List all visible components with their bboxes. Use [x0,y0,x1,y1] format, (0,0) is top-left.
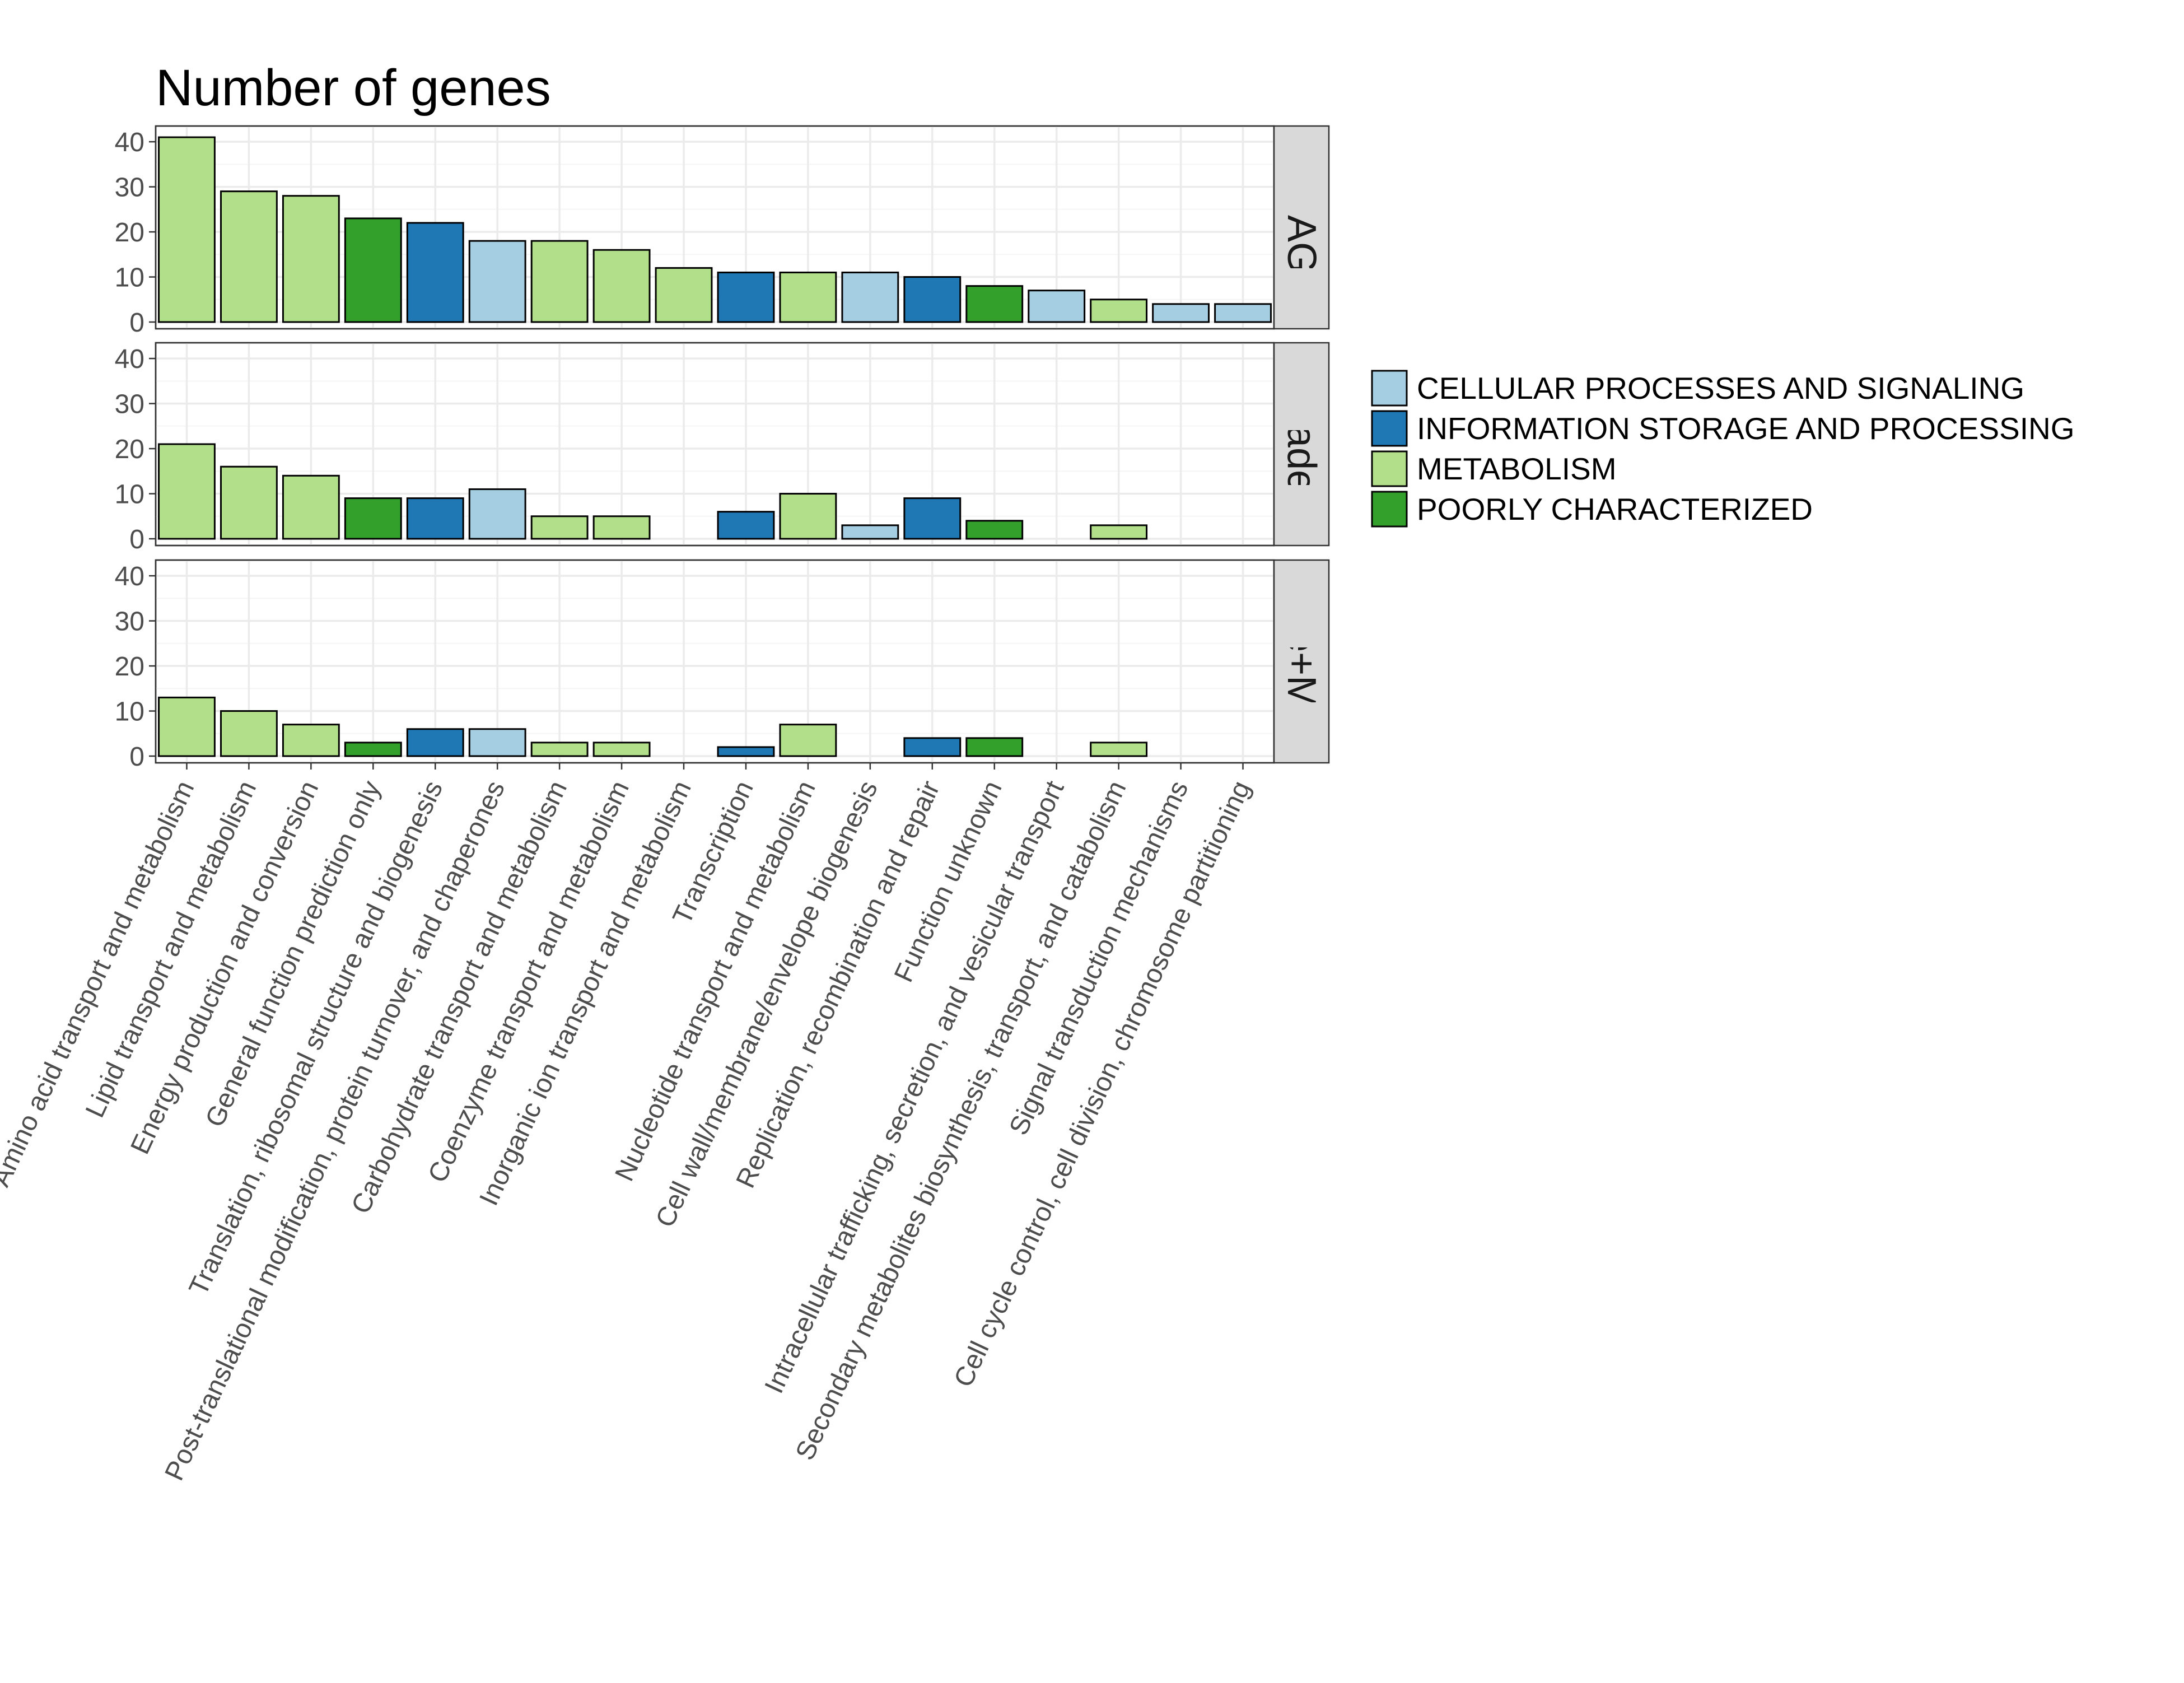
bar-clade+MAG-12 [903,737,962,757]
facet-panel-0: 0 10 20 30 40 MAG [115,125,1330,338]
bar-clade-0 [158,443,216,540]
legend-label: CELLULAR PROCESSES AND SIGNALING [1417,371,2024,405]
legend-swatch [1371,370,1408,407]
bar-MAG-5 [468,240,526,323]
y-tick-label: 20 [115,218,144,248]
bar-MAG-4 [406,222,464,323]
x-tick-label: Cell cycle control, cell division, chrom… [949,776,1257,1391]
bar-clade-5 [468,488,526,540]
bar-clade-11 [841,524,899,540]
facet-strip-label: clade [1279,396,1324,492]
y-tick-label: 40 [115,128,144,157]
y-tick-label: 20 [115,652,144,682]
facet-panel-2: 0 10 20 30 40 clade+MAG [115,556,1330,772]
legend-swatch [1371,491,1408,528]
y-tick-label: 10 [115,697,144,727]
y-tick-label: 40 [115,344,144,374]
y-tick-label: 30 [115,390,144,419]
bar-clade+MAG-15 [1090,742,1148,757]
bar-clade-9 [717,511,775,540]
bar-clade+MAG-7 [592,742,651,757]
bar-MAG-11 [841,271,899,323]
bar-MAG-9 [717,271,775,323]
bar-clade-12 [903,497,962,540]
bar-clade-2 [282,474,340,540]
bar-clade-3 [344,497,402,540]
legend-swatch [1371,450,1408,487]
legend-label: METABOLISM [1417,451,1617,486]
facet-panel-1: 0 10 20 30 40 clade [115,342,1330,554]
facet-strip-label: clade+MAG [1279,556,1324,767]
bar-MAG-16 [1152,303,1210,323]
facet-panels: 0 10 20 30 40 MAG 0 10 20 30 40 clade 0 10 20 30 40 clade… [115,125,1330,772]
bar-clade+MAG-9 [717,746,775,757]
y-tick-label: 10 [115,480,144,510]
y-tick-label: 0 [129,742,144,772]
bar-clade+MAG-6 [530,742,589,757]
facet-strip [1273,125,1330,330]
y-tick-label: 0 [129,525,144,554]
y-tick-label: 20 [115,435,144,464]
legend-label: INFORMATION STORAGE AND PROCESSING [1417,411,2075,446]
bar-MAG-15 [1090,299,1148,323]
bar-clade+MAG-4 [406,728,464,757]
panel-background [155,342,1275,547]
legend-swatch [1371,410,1408,447]
bar-clade-10 [779,493,837,540]
y-tick-label: 10 [115,263,144,293]
chart-title: Number of genes [156,59,551,116]
bar-clade+MAG-0 [158,696,216,757]
bar-MAG-3 [344,217,402,323]
legend-label: POORLY CHARACTERIZED [1417,492,1813,526]
y-tick-label: 30 [115,173,144,203]
bar-MAG-7 [592,249,651,323]
bar-clade-7 [592,515,651,540]
bar-MAG-1 [220,190,278,323]
bar-clade-4 [406,497,464,540]
panel-background [155,559,1275,764]
bar-MAG-2 [282,195,340,323]
bar-clade-1 [220,465,278,540]
bar-clade+MAG-5 [468,728,526,757]
bar-clade-6 [530,515,589,540]
bar-MAG-6 [530,240,589,323]
y-tick-label: 40 [115,562,144,591]
facet-strip-label: MAG [1279,181,1324,273]
bar-clade+MAG-10 [779,724,837,757]
facet-strip [1273,559,1330,764]
bar-MAG-13 [965,285,1024,323]
bar-MAG-14 [1028,290,1086,323]
bar-clade+MAG-2 [282,724,340,757]
bar-MAG-10 [779,271,837,323]
legend: CELLULAR PROCESSES AND SIGNALING INFORMAT… [1371,370,2075,528]
bar-MAG-8 [655,267,713,323]
bar-clade-15 [1090,524,1148,540]
panel-background [155,125,1275,330]
bar-clade-13 [965,520,1024,540]
x-axis-labels: Amino acid transport and metabolismLipid… [0,763,1256,1485]
bar-clade+MAG-13 [965,737,1024,757]
bar-clade+MAG-1 [220,710,278,757]
bar-clade+MAG-3 [344,742,402,757]
bar-MAG-0 [158,136,216,323]
bar-MAG-17 [1214,303,1272,323]
bar-MAG-12 [903,276,962,323]
y-tick-label: 30 [115,607,144,637]
facet-strip [1273,342,1330,547]
y-tick-label: 0 [129,308,144,338]
